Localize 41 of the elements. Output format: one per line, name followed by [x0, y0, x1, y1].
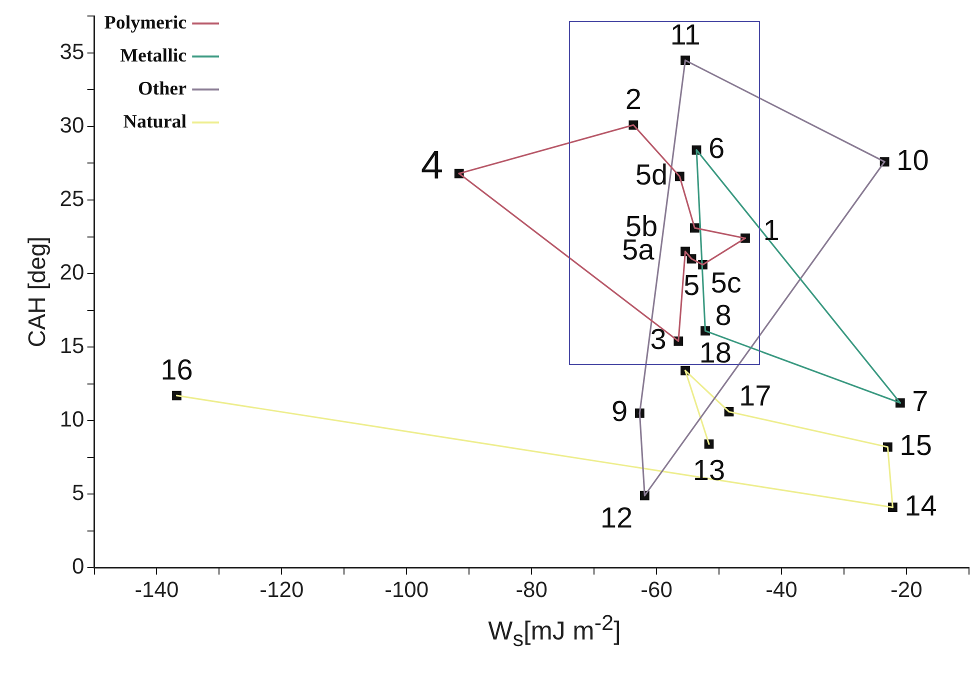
- annotation: 8: [715, 300, 732, 332]
- legend-label: Metallic: [120, 45, 187, 66]
- y-tick-label: 25: [60, 186, 84, 212]
- x-tick-label: -20: [890, 576, 922, 602]
- annotation: 1: [763, 215, 780, 248]
- annotation: 5: [683, 270, 700, 302]
- annotation: 12: [600, 502, 633, 535]
- annotation: 4: [420, 144, 444, 188]
- annotation: 17: [739, 380, 772, 413]
- annotation: 5c: [710, 268, 742, 300]
- y-tick-label: 5: [72, 480, 84, 506]
- annotation: 9: [612, 396, 628, 428]
- x-tick-label: -40: [766, 576, 798, 602]
- y-tick-label: 30: [60, 112, 84, 138]
- annotation: 14: [904, 490, 937, 522]
- annotation: 18: [699, 338, 732, 370]
- y-tick-label: 20: [60, 260, 84, 285]
- annotation: 13: [692, 455, 726, 488]
- y-axis-title: CAH [deg]: [24, 236, 52, 348]
- annotation: 5d: [635, 159, 668, 192]
- annotation: 11: [670, 19, 700, 52]
- x-tick-label: -120: [260, 576, 304, 602]
- legend-label: Polymeric: [104, 12, 187, 34]
- x-tick-label: -60: [640, 576, 672, 602]
- annotation: 7: [912, 386, 928, 418]
- y-tick-label: 10: [60, 406, 84, 432]
- legend-label: Natural: [123, 111, 187, 132]
- legend-label: Other: [138, 78, 188, 100]
- annotation: 6: [708, 133, 725, 166]
- y-tick-label: 15: [60, 333, 84, 358]
- y-tick-label: 35: [60, 39, 84, 64]
- x-tick-label: -140: [134, 576, 179, 602]
- annotation: 16: [160, 354, 193, 387]
- annotation: 10: [896, 144, 929, 177]
- x-axis-title: W$_{s}$[mJ m$^{-2}$]: [487, 610, 622, 652]
- y-tick-label: 0: [72, 554, 84, 579]
- annotation: 15: [900, 430, 932, 462]
- x-tick-label: -80: [516, 576, 548, 602]
- annotation: 2: [625, 84, 642, 116]
- x-tick-label: -100: [384, 576, 429, 602]
- annotation: 3: [650, 324, 666, 356]
